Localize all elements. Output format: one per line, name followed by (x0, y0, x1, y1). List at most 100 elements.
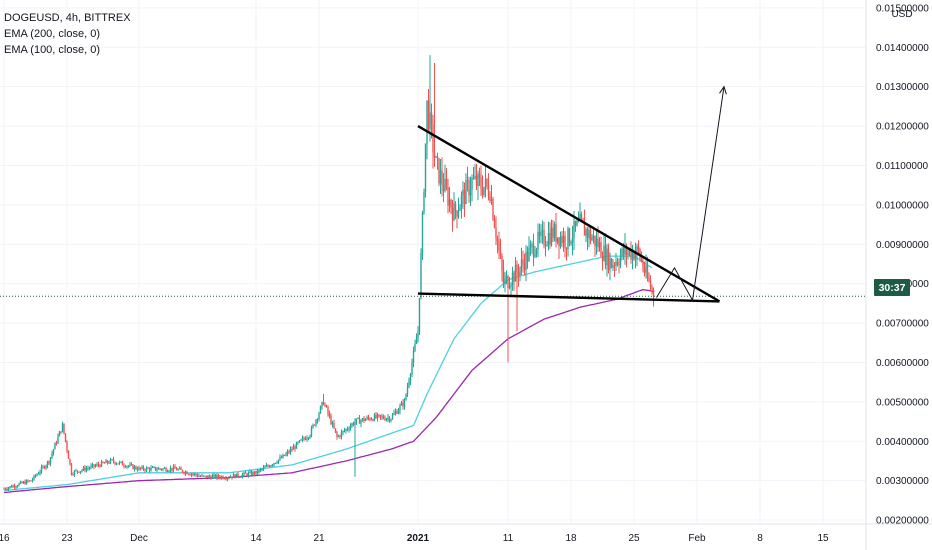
candle-body (267, 465, 269, 467)
candle-body (630, 249, 632, 260)
candle-body (294, 446, 296, 449)
candle-body (415, 338, 418, 344)
candle-body (472, 177, 475, 179)
candle-body (646, 265, 649, 279)
candle-body (336, 431, 338, 437)
candle-body (175, 468, 178, 471)
candle-body (216, 474, 218, 478)
candle-body (127, 465, 130, 467)
candle-body (303, 438, 305, 440)
candle-body (61, 423, 64, 432)
candle-body (309, 435, 311, 438)
candle-body (225, 478, 227, 480)
candle-body (88, 467, 91, 469)
candle-body (153, 467, 155, 469)
candle-body (610, 258, 613, 268)
price-axis[interactable]: 0.00200000 0.00300000 0.00400000 0.00500000… (865, 0, 932, 550)
candle-body (162, 468, 164, 470)
legend-ema-100[interactable]: EMA (100, close, 0) (4, 44, 100, 56)
candle-body (103, 462, 106, 464)
candle-body (268, 465, 271, 467)
legend-symbol[interactable]: DOGEUSD, 4h, BITTREX (4, 12, 131, 24)
candle-body (111, 459, 113, 461)
candle-body (252, 471, 254, 475)
candle-body (331, 422, 334, 425)
candle-body (121, 461, 124, 466)
upper-trendline (417, 125, 721, 303)
candle-body (390, 419, 392, 421)
candle-body (322, 402, 325, 405)
candle-body (19, 481, 22, 484)
candle-body (427, 100, 430, 130)
candle-body (438, 158, 440, 184)
candle-body (33, 475, 35, 480)
candle-body (106, 460, 109, 463)
candle-body (561, 236, 563, 244)
x-tick-label: 15 (817, 533, 829, 544)
candle-body (313, 424, 316, 426)
candle-body (114, 461, 116, 464)
candle-body (595, 238, 598, 247)
candle-body (417, 331, 419, 339)
candle-body (129, 464, 131, 466)
candle-body (202, 475, 205, 477)
x-tick-label: 23 (61, 533, 73, 544)
candle-body (396, 411, 398, 414)
candle-body (550, 227, 553, 245)
candle-body (279, 457, 281, 460)
candle-body (177, 469, 179, 471)
candle-body (232, 474, 235, 478)
candle-body (474, 175, 476, 178)
candle-body (444, 178, 446, 192)
y-tick-label: 0.00700000 (876, 319, 929, 330)
candle-body (547, 233, 550, 245)
candle-body (507, 275, 509, 288)
candle-body (586, 229, 589, 238)
candle-body (649, 281, 652, 288)
time-axis[interactable]: 16 23 Dec 14 21 2021 11 18 25 Feb 8 15 (0, 523, 932, 544)
candle-body (553, 224, 556, 238)
candle-body (100, 461, 103, 467)
candle-body (511, 272, 514, 285)
candle-body (420, 252, 422, 299)
candle-body (453, 203, 455, 221)
candle-body (567, 228, 569, 250)
legend-ema-200[interactable]: EMA (200, close, 0) (4, 28, 100, 40)
candle-body (537, 231, 539, 250)
candle-body (414, 343, 416, 351)
last-price-badge (874, 279, 910, 296)
candle-body (589, 229, 592, 241)
candle-body (145, 467, 148, 471)
y-tick-label: 0.00300000 (876, 476, 929, 487)
candle-body (118, 462, 121, 464)
candle-body (391, 414, 394, 420)
candle-body (48, 461, 50, 464)
candle-body (486, 179, 488, 186)
candle-body (72, 474, 74, 476)
candle-body (241, 474, 244, 477)
candle-body (607, 248, 610, 270)
x-tick-label: Dec (130, 533, 148, 544)
candle-body (502, 270, 505, 285)
candle-body (220, 476, 223, 479)
candle-body (439, 170, 442, 184)
candle-body (253, 471, 256, 475)
candle-body (340, 432, 343, 437)
candle-body (31, 479, 34, 481)
candle-body (337, 435, 340, 437)
candle-body (528, 247, 530, 261)
candle-body (97, 464, 100, 466)
candle-body (592, 235, 595, 238)
candle-body (598, 242, 601, 248)
candle-body (249, 471, 251, 473)
candle-body (423, 191, 425, 213)
candle-body (421, 212, 424, 253)
candle-body (618, 264, 620, 266)
candle-body (432, 124, 434, 153)
candle-body (544, 245, 547, 247)
candle-body (219, 477, 221, 479)
candle-body (90, 465, 92, 468)
candle-body (576, 221, 578, 226)
candle-body (201, 475, 203, 477)
